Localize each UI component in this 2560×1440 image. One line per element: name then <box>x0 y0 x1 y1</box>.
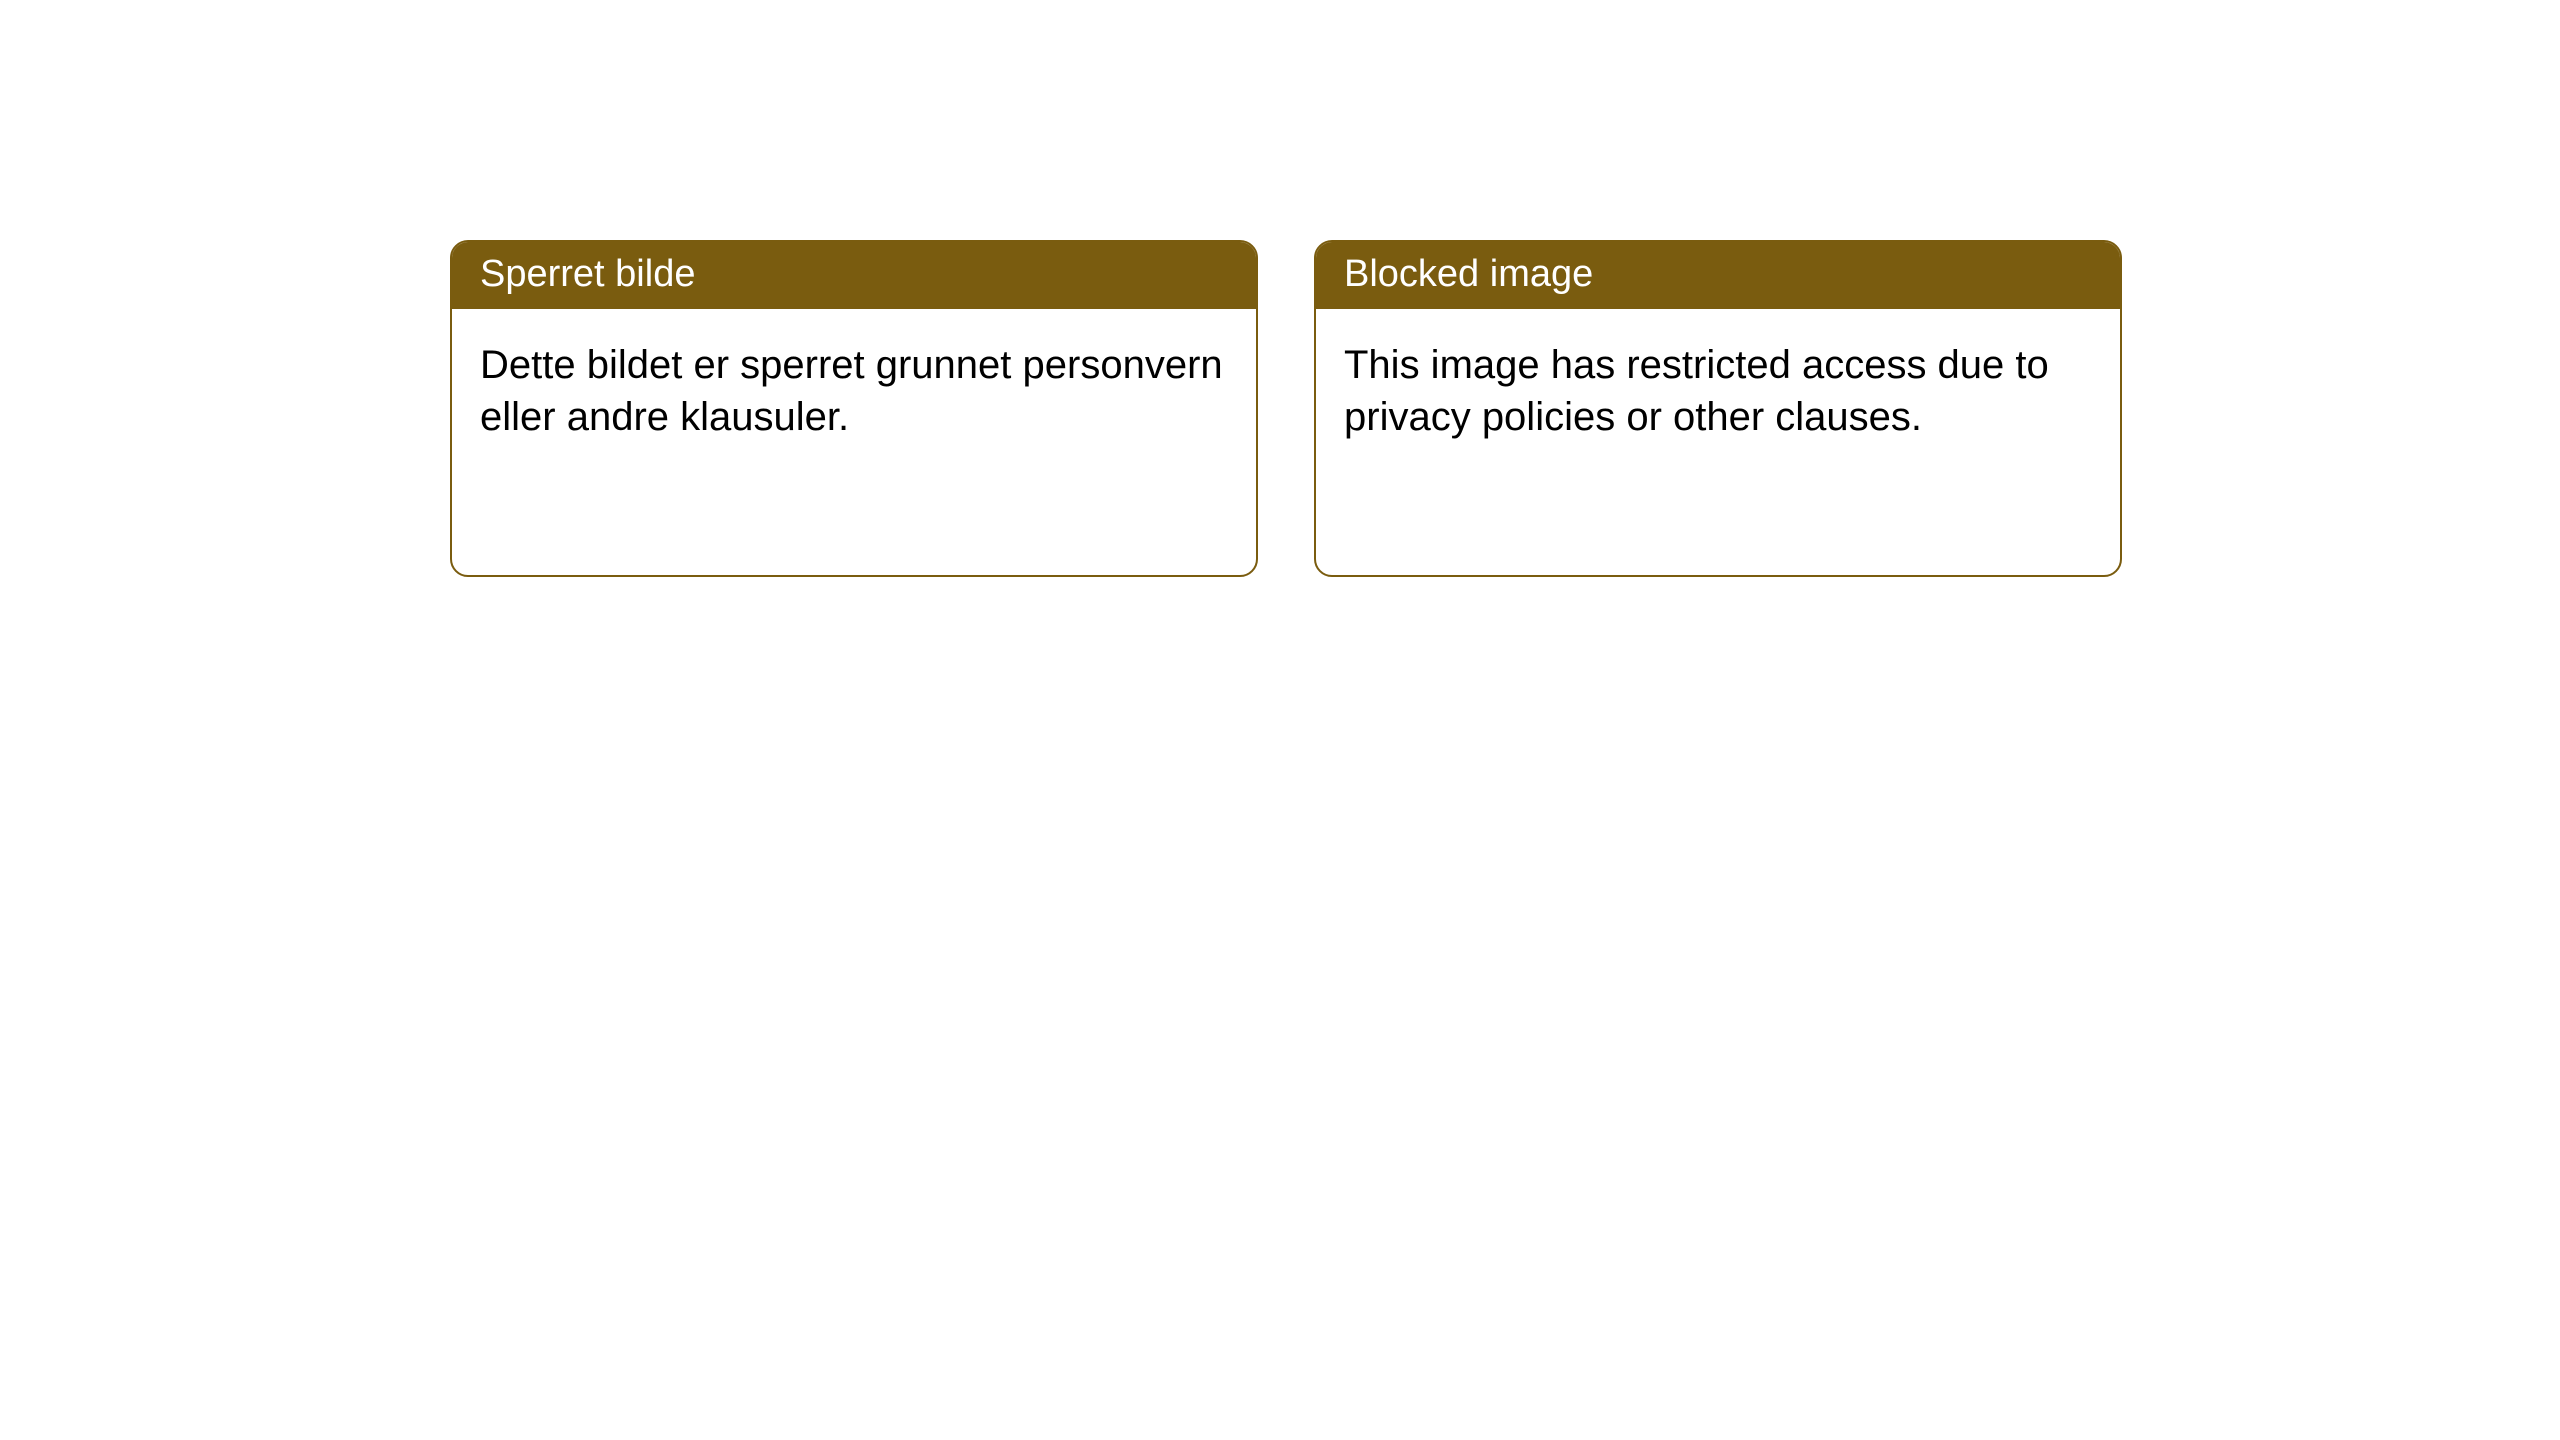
blocked-image-card-en: Blocked image This image has restricted … <box>1314 240 2122 577</box>
card-header-en: Blocked image <box>1316 242 2120 309</box>
card-header-no: Sperret bilde <box>452 242 1256 309</box>
blocked-image-card-no: Sperret bilde Dette bildet er sperret gr… <box>450 240 1258 577</box>
card-row: Sperret bilde Dette bildet er sperret gr… <box>0 0 2560 577</box>
card-body-no: Dette bildet er sperret grunnet personve… <box>452 309 1256 473</box>
card-body-en: This image has restricted access due to … <box>1316 309 2120 473</box>
